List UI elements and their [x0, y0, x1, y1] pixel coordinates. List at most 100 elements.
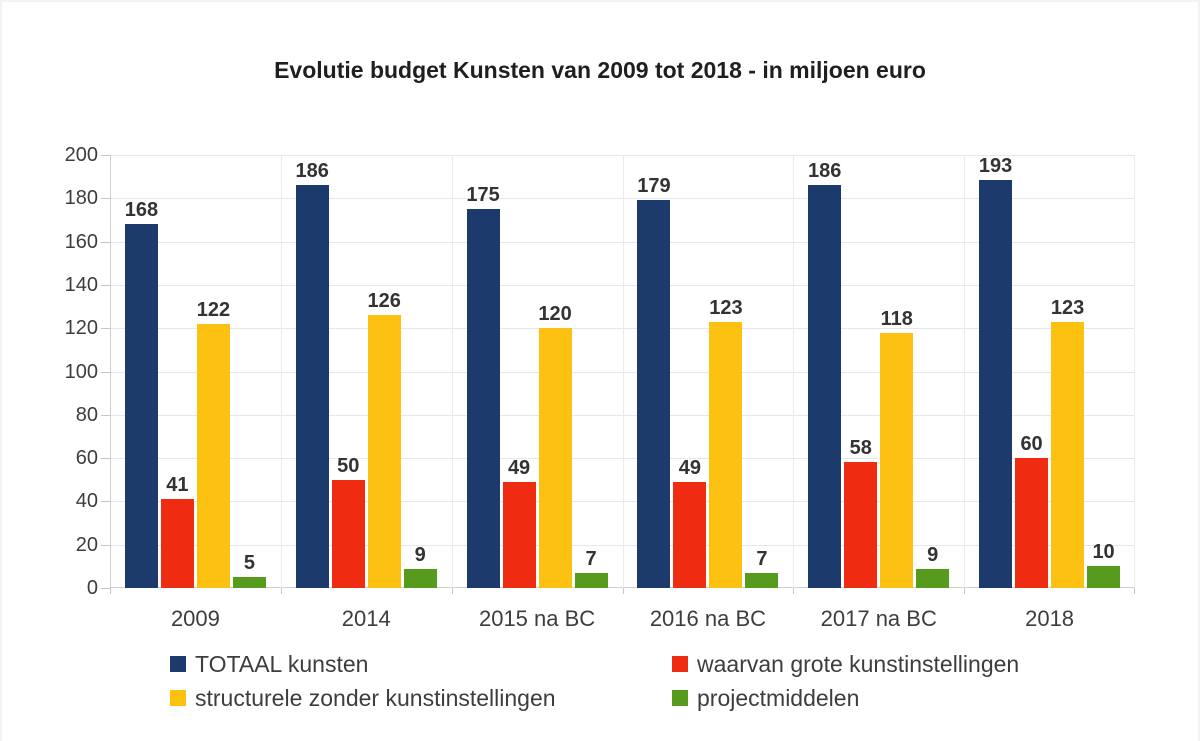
bar-value-label: 60	[1020, 433, 1043, 456]
x-axis-label-2017 na BC: 2017 na BC	[820, 606, 937, 631]
bar-slot: 7	[745, 155, 779, 588]
gridline-x	[793, 155, 794, 588]
bar-slot: 122	[197, 155, 230, 588]
bar-value-label: 41	[166, 474, 189, 497]
bar-series-2-2017 na BC	[880, 332, 914, 588]
y-tick-mark	[101, 544, 110, 546]
y-axis-label-140: 140	[64, 273, 98, 296]
gridline-y-20	[110, 544, 1135, 546]
gridline-x	[281, 155, 282, 588]
y-axis-label-160: 160	[64, 230, 98, 253]
y-tick-mark	[101, 284, 110, 286]
y-axis-label-40: 40	[75, 490, 98, 513]
legend-item-2: structurele zonder kunstinstellingen	[170, 685, 672, 711]
legend-label: structurele zonder kunstinstellingen	[195, 685, 556, 711]
bar-series-2-2018	[1051, 321, 1085, 588]
bar-value-label: 10	[1092, 541, 1115, 564]
bar-value-label: 123	[1050, 296, 1085, 319]
gridline-y-180	[110, 198, 1135, 200]
bar-slot: 49	[673, 155, 707, 588]
x-tick-mark	[281, 588, 282, 594]
bar-series-1-2015 na BC	[502, 481, 536, 588]
bar-slot: 41	[160, 155, 194, 588]
bar-value-label: 186	[808, 160, 842, 183]
bar-value-label: 9	[927, 543, 939, 566]
bar-value-label: 168	[124, 199, 159, 222]
y-axis-label-60: 60	[75, 447, 98, 470]
legend: TOTAAL kunsten waarvan grote kunstinstell…	[170, 651, 1019, 711]
legend-swatch-icon	[170, 656, 186, 672]
bar-slot: 186	[808, 155, 841, 588]
bar-series-2-2015 na BC	[538, 328, 572, 588]
bar-series-3-2014	[403, 568, 437, 588]
bar-slot: 123	[1051, 155, 1084, 588]
x-axis-label-2014: 2014	[341, 606, 391, 631]
bar-value-label: 122	[196, 298, 231, 321]
y-tick-mark	[101, 414, 110, 416]
y-tick-mark	[101, 588, 110, 589]
x-tick-mark	[452, 588, 453, 594]
bar-value-label: 49	[507, 456, 531, 479]
legend-swatch-icon	[672, 656, 688, 672]
bar-slot: 10	[1087, 155, 1121, 588]
plot-area: 168 41 122 5 186 50 126 9 175 49 120 7 179 49 123 7 186 5…	[110, 155, 1135, 588]
bar-group-2009: 168 41 122 5	[110, 155, 281, 588]
bar-group-2017 na BC: 186 58 118 9	[793, 155, 964, 588]
bar-series-1-2014	[331, 479, 365, 588]
bar-value-label: 50	[337, 454, 360, 477]
bar-value-label: 118	[880, 307, 913, 330]
y-axis-label-120: 120	[64, 317, 98, 340]
bar-slot: 123	[709, 155, 743, 588]
bar-series-3-2009	[232, 577, 266, 588]
bar-group-2015 na BC: 175 49 120 7	[452, 155, 623, 588]
gridline-y-100	[110, 371, 1135, 373]
legend-swatch-icon	[672, 690, 688, 706]
bar-series-0-2014	[295, 185, 329, 588]
x-axis-label-2015 na BC: 2015 na BC	[478, 606, 596, 631]
gridline-x	[452, 155, 453, 588]
bar-series-2-2016 na BC	[709, 321, 743, 588]
y-tick-mark	[101, 501, 110, 503]
y-axis-line	[110, 155, 111, 588]
x-tick-mark	[623, 588, 624, 594]
y-tick-mark	[101, 241, 110, 243]
bar-slot: 5	[232, 155, 266, 588]
bar-series-1-2016 na BC	[673, 481, 707, 588]
y-axis-label-180: 180	[64, 187, 98, 210]
gridline-y-40	[110, 501, 1135, 503]
bar-series-3-2018	[1087, 566, 1121, 588]
y-axis-label-200: 200	[64, 144, 98, 166]
bar-value-label: 123	[709, 296, 743, 319]
bar-value-label: 186	[295, 160, 329, 183]
bar-slot: 168	[125, 155, 158, 588]
bar-series-0-2016 na BC	[637, 200, 671, 588]
bar-value-label: 7	[585, 547, 597, 570]
bar-slot: 58	[844, 155, 878, 588]
bar-series-2-2009	[196, 323, 230, 588]
y-axis-label-0: 0	[86, 577, 98, 599]
bar-value-label: 193	[978, 155, 1013, 177]
bar-group-2016 na BC: 179 49 123 7	[623, 155, 794, 588]
bar-slot: 9	[916, 155, 950, 588]
bar-slot: 118	[880, 155, 914, 588]
bar-slot: 7	[574, 155, 608, 588]
bar-value-label: 179	[637, 175, 671, 198]
y-axis-label-80: 80	[75, 403, 98, 426]
bar-slot: 60	[1015, 155, 1049, 588]
y-axis-label-100: 100	[64, 360, 98, 383]
bar-series-1-2009	[160, 499, 194, 588]
bar-series-3-2016 na BC	[745, 572, 779, 588]
bar-slot: 179	[637, 155, 671, 588]
y-axis-label-20: 20	[75, 533, 98, 556]
bar-group-2018: 193 60 123 10	[964, 155, 1135, 588]
legend-label: TOTAAL kunsten	[195, 651, 369, 677]
x-tick-mark	[110, 588, 111, 594]
bar-series-0-2015 na BC	[466, 209, 500, 588]
x-axis-label-2016 na BC: 2016 na BC	[649, 606, 767, 631]
y-tick-mark	[101, 371, 110, 373]
bar-series-0-2018	[979, 180, 1013, 588]
bar-slot: 193	[979, 155, 1012, 588]
bar-series-1-2017 na BC	[844, 462, 878, 588]
chart-title: Evolutie budget Kunsten van 2009 tot 201…	[274, 57, 926, 83]
gridline-x	[1134, 155, 1135, 588]
